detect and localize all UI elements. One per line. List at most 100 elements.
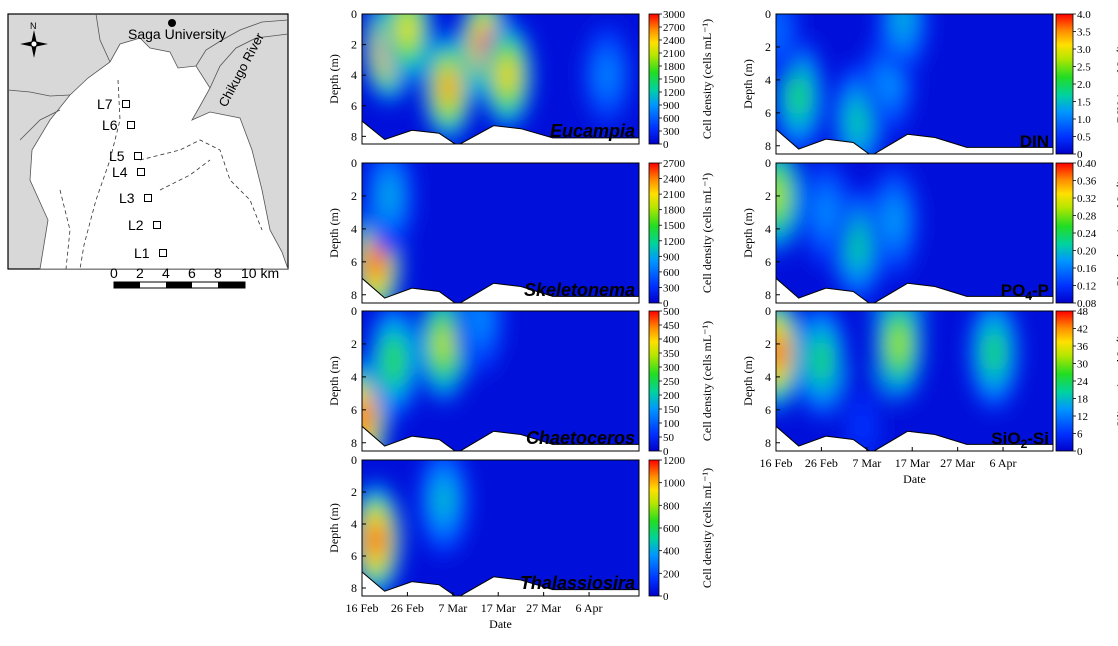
colorbar-label: Silicate (µmol L⁻¹)	[1114, 335, 1118, 428]
y-tick-label: 8	[351, 129, 357, 143]
colorbar-tick-label: 0.16	[1077, 263, 1097, 275]
bay-water	[29, 37, 289, 270]
heatmap-panel-thalassiosira: 0 2 4 6 8 Depth (m) Thalassiosira 16 Feb 26 Feb 7…	[327, 453, 714, 631]
y-axis-label: Depth (m)	[327, 503, 341, 553]
heatmap-hotspot	[498, 57, 516, 93]
y-tick-label: 4	[351, 222, 357, 236]
y-tick-label: 4	[351, 68, 357, 82]
station-marker	[159, 249, 167, 257]
y-tick-label: 8	[351, 581, 357, 595]
station-label: L1	[134, 245, 150, 261]
colorbar-tick-label: 12	[1077, 411, 1088, 423]
colorbar-tick-label: 450	[663, 320, 680, 332]
scale-bar: 0 2 4 6 8 10 km	[110, 265, 279, 289]
colorbar-tick-label: 1500	[663, 220, 686, 232]
panel-label: PO4-P	[1001, 281, 1049, 303]
colorbar-tick-label: 30	[1077, 359, 1089, 371]
seafloor-line	[776, 425, 1053, 451]
colorbar-tick-label: 3.0	[1077, 44, 1091, 56]
heatmap-hotspot	[776, 333, 785, 371]
colorbar-label: Cell density (cells mL⁻¹)	[700, 173, 714, 293]
heatmap-hotspot	[380, 177, 398, 215]
panel-frame	[361, 310, 640, 452]
panel-label: Thalassiosira	[520, 573, 635, 593]
colorbar-tick-label: 200	[663, 568, 680, 580]
y-tick-label: 0	[765, 7, 771, 21]
coast-west-2	[19, 109, 61, 141]
y-tick-label: 2	[351, 38, 357, 52]
colorbar	[1055, 162, 1074, 304]
heatmap-hotspot	[399, 14, 416, 47]
x-tick-label: 6 Apr	[990, 456, 1017, 470]
colorbar-tick-label: 1800	[663, 205, 686, 217]
panel-label-subscript: 4	[1025, 289, 1032, 303]
heatmap-hotspot	[435, 325, 453, 363]
seafloor-line	[776, 277, 1053, 303]
y-tick-label: 2	[351, 485, 357, 499]
colorbar	[648, 162, 660, 304]
panel-frame	[361, 13, 640, 145]
y-tick-label: 2	[765, 337, 771, 351]
colorbar	[648, 459, 660, 597]
panel-label: Chaetoceros	[526, 428, 635, 448]
x-tick-label: 7 Mar	[438, 601, 467, 615]
x-tick-label: 16 Feb	[346, 601, 379, 615]
x-tick-label: 26 Feb	[805, 456, 838, 470]
station-marker	[137, 168, 145, 176]
colorbar-tick-label: 100	[663, 418, 680, 430]
colorbar-tick-label: 0.5	[1077, 132, 1091, 144]
colorbar-tick-label: 600	[663, 113, 680, 125]
colorbar-tick-label: 1200	[663, 236, 686, 248]
panel-frame	[775, 13, 1054, 155]
colorbar-tick-label: 6	[1077, 429, 1083, 441]
colorbar-tick-label: 36	[1077, 341, 1089, 353]
y-tick-label: 0	[351, 156, 357, 170]
y-tick-label: 4	[351, 370, 357, 384]
heatmap-hotspot	[817, 193, 835, 232]
heatmap-hotspot	[849, 226, 867, 265]
heatmap-hotspot	[776, 14, 785, 50]
panel-frame	[775, 162, 1054, 304]
seafloor-line	[776, 128, 1053, 154]
colorbar-tick-label: 2400	[663, 35, 686, 47]
panel-label-main: PO	[1001, 281, 1026, 300]
colorbar-tick-label: 2700	[663, 158, 686, 170]
colorbar-tick-label: 0.20	[1077, 246, 1097, 258]
colorbar	[648, 310, 660, 452]
colorbar-tick-label: 500	[663, 306, 680, 318]
y-tick-label: 6	[351, 403, 357, 417]
colorbar-tick-label: 2100	[663, 48, 686, 60]
station-label: L6	[102, 117, 118, 133]
colorbar-tick-label: 1200	[663, 87, 686, 99]
panel-label: Eucampia	[550, 121, 635, 141]
panel-frame	[361, 162, 640, 304]
y-tick-label: 6	[765, 255, 771, 269]
heatmap-panel-skeletonema: 0 2 4 6 8 Depth (m) Skeletonema 0 300 600 900 1200 1…	[327, 156, 714, 310]
colorbar-tick-label: 0	[1077, 446, 1083, 458]
station-label: L4	[112, 164, 128, 180]
north-arrow-icon: N	[20, 21, 48, 58]
y-tick-label: 2	[765, 40, 771, 54]
colorbar	[1055, 13, 1074, 155]
scale-tick-label: 6	[188, 265, 196, 281]
panel-frame	[775, 310, 1054, 452]
colorbar-tick-label: 1200	[663, 455, 686, 467]
panel-label: SiO2-Si	[991, 429, 1049, 451]
colorbar-tick-label: 300	[663, 282, 680, 294]
panel-label-main: DIN	[1020, 132, 1049, 151]
y-tick-label: 6	[765, 106, 771, 120]
colorbar-tick-label: 200	[663, 390, 680, 402]
heatmap-hotspot	[849, 102, 867, 140]
y-axis-label: Depth (m)	[327, 356, 341, 406]
university-label: Saga University	[128, 26, 226, 42]
heatmap-background	[362, 460, 639, 596]
station-marker	[122, 100, 130, 108]
y-tick-label: 6	[765, 403, 771, 417]
colorbar-label: Cell density (cells mL⁻¹)	[700, 321, 714, 441]
colorbar-tick-label: 0.12	[1077, 281, 1096, 293]
colorbar-tick-label: 600	[663, 267, 680, 279]
colorbar-tick-label: 2100	[663, 189, 686, 201]
heatmap-panel-chaetoceros: 0 2 4 6 8 Depth (m) Chaetoceros 0 50 100 150 200 250…	[327, 304, 714, 458]
